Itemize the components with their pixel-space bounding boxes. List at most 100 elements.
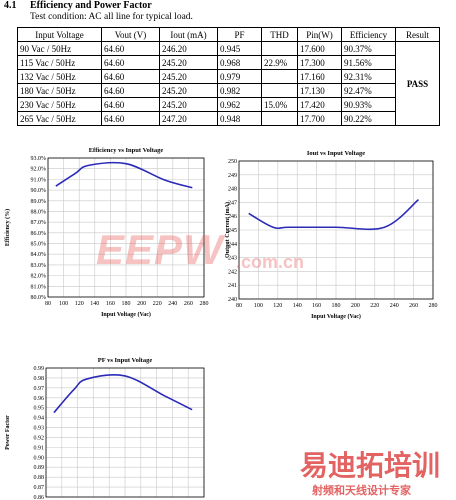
cn-slogan-watermark: 射频和天线设计专家 [312,485,411,497]
table-cell: 230 Vac / 50Hz [17,97,102,112]
table-cell: 90 Vac / 50Hz [17,41,102,56]
table-cell: 17.600 [297,41,342,56]
y-tick-label: 245 [228,228,237,234]
table-cell: 0.962 [217,97,262,112]
iout-chart-svg: Iout vs Input Voltage 240 241 242 243 244 245 2… [224,150,438,320]
efficiency-chart-svg: Efficiency vs Input Voltage 80.0% 81.0% 82.… [4,147,209,318]
y-tick-label: 249 [228,173,237,179]
y-tick-label: 90.0% [31,188,47,194]
table-cell: 90.37% [341,41,396,56]
table-cell: 22.9% [261,55,298,70]
table-cell: 245.20 [159,55,218,70]
table-cell: 0.968 [217,55,262,70]
x-tick-label: 200 [351,303,360,309]
y-tick-label: 248 [228,187,237,193]
y-tick-label: 84.0% [31,252,47,258]
table-row: 132 Vac / 50Hz 64.60 245.20 0.979 17.160… [17,69,440,84]
y-tick-label: 243 [228,256,237,262]
table-row: 230 Vac / 50Hz 64.60 245.20 0.962 15.0% … [17,97,440,112]
y-tick-label: 247 [228,200,237,206]
x-tick-label: 240 [168,301,177,307]
iout-chart: Iout vs Input Voltage 240 241 242 243 244 245 2… [224,142,444,336]
y-tick-label: 0.95 [34,406,45,412]
table-cell: 0.948 [217,111,262,126]
y-tick-label: 250 [228,159,237,165]
table-row: 115 Vac / 50Hz 64.60 245.20 0.968 22.9% … [17,55,440,70]
y-tick-label: 0.91 [34,445,45,451]
efficiency-table: Input Voltage Vout (V) Iout (mA) PF THD … [17,27,440,126]
y-tick-label: 81.0% [31,284,47,290]
x-tick-label: 140 [293,303,302,309]
y-tick-label: 0.98 [34,376,45,382]
chart-title: Iout vs Input Voltage [307,150,365,157]
x-tick-label: 100 [254,303,263,309]
y-tick-label: 0.96 [34,396,45,402]
table-cell: 132 Vac / 50Hz [17,69,102,84]
column-header: Result [395,27,440,42]
table-cell: 92.31% [341,69,396,84]
table-cell: 180 Vac / 50Hz [17,83,102,98]
y-tick-label: 0.93 [34,426,45,432]
y-tick-label: 83.0% [31,263,47,269]
y-tick-label: 240 [228,297,237,303]
y-tick-label: 244 [228,242,237,248]
y-tick-label: 91.0% [31,177,47,183]
y-tick-label: 0.90 [34,455,45,461]
x-tick-label: 120 [273,303,282,309]
y-tick-label: 0.97 [34,386,45,392]
y-tick-label: 80.0% [31,295,47,301]
table-header-row: Input Voltage Vout (V) Iout (mA) PF THD … [17,27,440,42]
x-axis-label: Input Voltage (Vac) [101,311,151,318]
x-tick-label: 220 [370,303,379,309]
table-cell: 17.160 [297,69,342,84]
y-tick-label: 88.0% [31,209,47,215]
y-tick-label: 89.0% [31,199,47,205]
table-cell [261,111,298,126]
pf-chart: PF vs Input Voltage 0.86 0.87 0.88 0.89 0.90 0… [4,348,214,500]
series-line [248,199,419,231]
y-axis-label: Output Current (mA) [224,202,231,258]
plot-frame [238,160,434,300]
table-cell: 64.60 [101,69,160,84]
y-tick-label: 241 [228,283,237,289]
y-tick-label: 0.92 [34,435,45,441]
table-cell: 64.60 [101,41,160,56]
x-tick-label: 180 [122,301,131,307]
y-tick-label: 0.89 [34,465,45,471]
table-cell: 64.60 [101,83,160,98]
table-cell: 0.979 [217,69,262,84]
table-row: 265 Vac / 50Hz 64.60 247.20 0.948 17.700… [17,111,440,126]
x-tick-label: 120 [75,301,84,307]
section-number: 4.1 [4,0,17,11]
x-tick-label: 280 [429,303,438,309]
table-cell: 245.20 [159,83,218,98]
y-tick-label: 87.0% [31,220,47,226]
x-tick-label: 260 [184,301,193,307]
table-row: 180 Vac / 50Hz 64.60 245.20 0.982 17.130… [17,83,440,98]
x-tick-label: 80 [236,303,242,309]
column-header: Efficiency [341,27,396,42]
x-tick-label: 220 [153,301,162,307]
section-title: Efficiency and Power Factor [30,0,152,11]
table-cell [261,83,298,98]
table-cell: 90.93% [341,97,396,112]
cn-brand-watermark: 易迪拓培训 [300,450,441,481]
column-header: THD [261,27,298,42]
plot-frame [47,157,205,298]
series-line [55,161,193,189]
table-cell: 265 Vac / 50Hz [17,111,102,126]
x-tick-label: 160 [312,303,321,309]
table-cell: 246.20 [159,41,218,56]
table-cell: 247.20 [159,111,218,126]
y-tick-label: 0.99 [34,366,45,372]
x-tick-label: 180 [332,303,341,309]
table-cell: 64.60 [101,55,160,70]
section-heading: 4.1 Efficiency and Power Factor [4,0,152,11]
y-tick-label: 0.94 [34,416,45,422]
column-header: Vout (V) [101,27,160,42]
x-tick-label: 240 [390,303,399,309]
x-axis-label: Input Voltage (Vac) [311,313,361,320]
table-cell: 15.0% [261,97,298,112]
x-tick-label: 200 [137,301,146,307]
table-cell [261,41,298,56]
